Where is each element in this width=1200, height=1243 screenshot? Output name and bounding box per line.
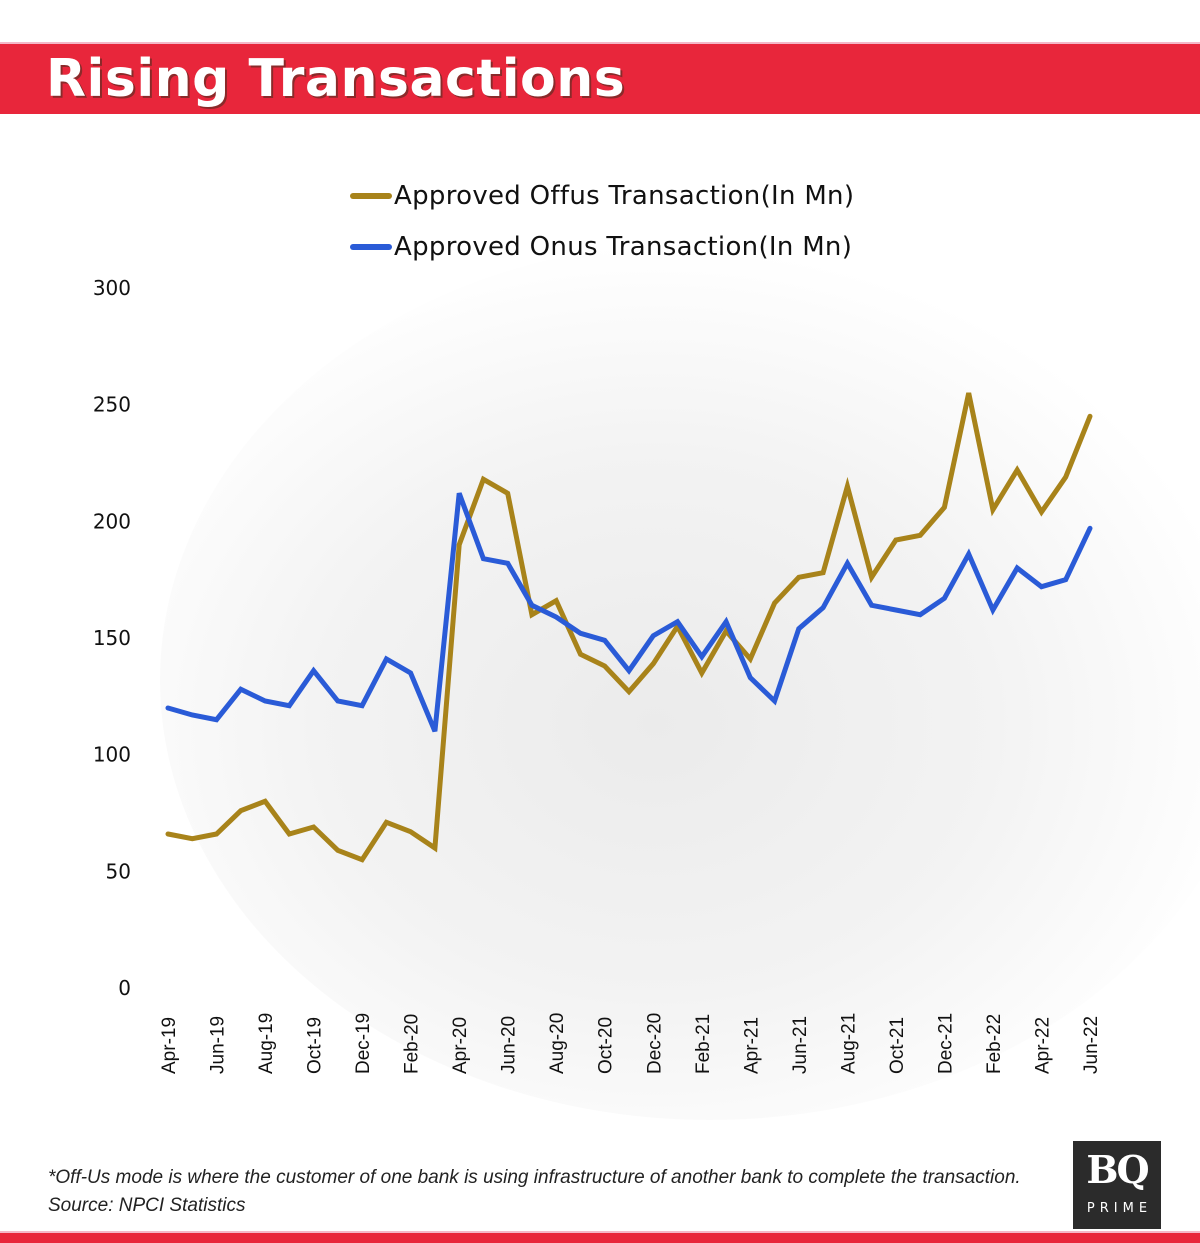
y-tick-label: 150: [93, 626, 131, 650]
y-axis: 0 50 100 150 200 250 300: [93, 276, 131, 1000]
x-tick-label: Oct-20: [596, 1017, 617, 1074]
bottom-bar: [0, 1231, 1200, 1243]
y-tick-label: 100: [93, 743, 131, 767]
x-tick-label: Feb-22: [984, 1014, 1005, 1074]
x-tick-label: Dec-20: [644, 1013, 665, 1074]
legend-item-onus: Approved Onus Transaction(In Mn): [350, 221, 854, 272]
x-tick-label: Jun-20: [499, 1016, 520, 1074]
legend-label-onus: Approved Onus Transaction(In Mn): [394, 231, 853, 262]
x-tick-label: Jun-21: [790, 1016, 811, 1074]
x-tick-label: Oct-21: [887, 1017, 908, 1074]
x-tick-label: Aug-20: [547, 1013, 568, 1074]
x-tick-label: Dec-19: [353, 1013, 374, 1074]
series-line-onus: [165, 492, 1093, 733]
legend-label-offus: Approved Offus Transaction(In Mn): [394, 180, 855, 211]
x-tick-label: Aug-19: [256, 1013, 277, 1074]
plot-background: [160, 240, 1200, 1120]
series-lines: [165, 392, 1093, 863]
x-tick-label: Apr-19: [159, 1017, 180, 1074]
x-tick-label: Aug-21: [838, 1013, 859, 1074]
footnote-source: Source: NPCI Statistics: [48, 1195, 246, 1216]
footnote: *Off-Us mode is where the customer of on…: [48, 1164, 1021, 1220]
legend-item-offus: Approved Offus Transaction(In Mn): [350, 170, 854, 221]
y-tick-label: 0: [118, 976, 131, 1000]
x-tick-label: Apr-22: [1032, 1017, 1053, 1074]
series-line-offus: [165, 392, 1093, 863]
bq-prime-logo: BQ PRIME: [1073, 1141, 1161, 1229]
x-tick-label: Apr-20: [450, 1017, 471, 1074]
logo-prime-text: PRIME: [1086, 1201, 1153, 1216]
logo-bq-text: BQ: [1086, 1147, 1149, 1192]
title-banner: Rising Transactions: [0, 42, 1200, 114]
footnote-note: *Off-Us mode is where the customer of on…: [48, 1167, 1021, 1188]
legend-swatch-offus: [350, 192, 392, 199]
chart-title: Rising Transactions: [46, 49, 626, 109]
legend: Approved Offus Transaction(In Mn) Approv…: [350, 170, 854, 272]
y-tick-label: 300: [93, 276, 131, 300]
x-tick-label: Dec-21: [935, 1013, 956, 1074]
x-tick-label: Feb-21: [693, 1014, 714, 1074]
x-tick-label: Jun-22: [1081, 1016, 1102, 1074]
x-tick-label: Oct-19: [305, 1017, 326, 1074]
y-tick-label: 250: [93, 393, 131, 417]
x-tick-label: Jun-19: [208, 1016, 229, 1074]
x-tick-label: Apr-21: [741, 1017, 762, 1074]
x-axis: Apr-19 Jun-19 Aug-19 Oct-19 Dec-19 Feb-20 Apr-…: [159, 1013, 1102, 1074]
x-tick-label: Feb-20: [402, 1014, 423, 1074]
y-tick-label: 200: [93, 509, 131, 533]
y-tick-label: 50: [106, 859, 131, 883]
legend-swatch-onus: [350, 243, 392, 250]
